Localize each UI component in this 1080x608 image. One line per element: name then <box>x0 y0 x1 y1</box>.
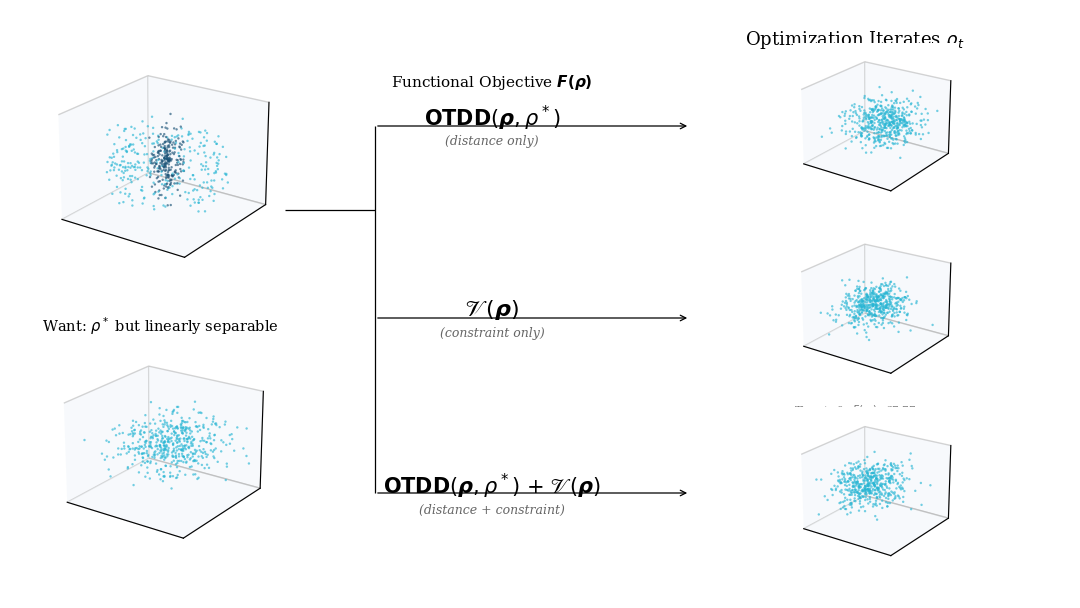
Text: (constraint only): (constraint only) <box>440 326 544 339</box>
Text: Optimization Iterates $\boldsymbol{\rho_t}$: Optimization Iterates $\boldsymbol{\rho_… <box>745 29 964 51</box>
Text: Time t=0,  $F(\rho_t)$=67.77: Time t=0, $F(\rho_t)$=67.77 <box>794 235 916 249</box>
Text: $\mathbf{OTDD}(\boldsymbol{\rho},\boldsymbol{\rho^*})$ + $\mathscr{V}(\boldsymbo: $\mathbf{OTDD}(\boldsymbol{\rho},\boldsy… <box>383 471 602 500</box>
Text: $\mathscr{V}(\boldsymbol{\rho})$: $\mathscr{V}(\boldsymbol{\rho})$ <box>465 298 519 322</box>
Text: Time t=0,  $F(\rho_t)$=67.77: Time t=0, $F(\rho_t)$=67.77 <box>794 403 916 417</box>
Text: Initial Dataset $\boldsymbol{\rho_0}$: Initial Dataset $\boldsymbol{\rho_0}$ <box>89 59 221 77</box>
Text: (distance + constraint): (distance + constraint) <box>419 503 565 517</box>
Text: Reference Dataset $\boldsymbol{\rho^*}$: Reference Dataset $\boldsymbol{\rho^*}$ <box>64 343 232 365</box>
Text: Want: $\boldsymbol{\rho^*}$ but linearly separable: Want: $\boldsymbol{\rho^*}$ but linearly… <box>42 315 279 337</box>
Text: Functional Objective $\boldsymbol{F(\rho)}$: Functional Objective $\boldsymbol{F(\rho… <box>391 74 593 92</box>
Text: Time t=0,  $F(\rho_t)$=67.77: Time t=0, $F(\rho_t)$=67.77 <box>794 65 916 79</box>
Text: (distance only): (distance only) <box>445 134 539 148</box>
Text: $\mathbf{OTDD}(\boldsymbol{\rho},\boldsymbol{\rho^*})$: $\mathbf{OTDD}(\boldsymbol{\rho},\boldsy… <box>423 103 561 133</box>
